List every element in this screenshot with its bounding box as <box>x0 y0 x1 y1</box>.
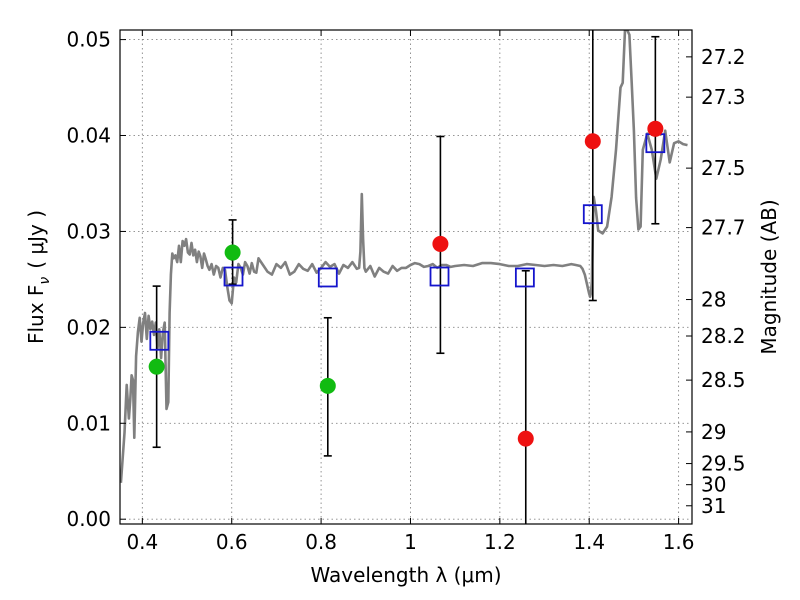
model-square <box>429 266 450 287</box>
model-square <box>582 204 603 225</box>
svg-text:Flux Fν( μJy ): Flux Fν ( μJy ) <box>24 210 53 344</box>
green-point <box>224 244 241 261</box>
model-square <box>149 330 170 351</box>
y-tick-label: 0.04 <box>66 124 111 148</box>
right-tick-label: 27.5 <box>701 156 746 180</box>
x-tick-label: 1.4 <box>573 530 605 554</box>
y-tick-label: 0.02 <box>66 315 111 339</box>
x-tick-label: 0.6 <box>216 530 248 554</box>
x-tick-label: 1.6 <box>663 530 695 554</box>
x-tick-label: 1.2 <box>484 530 516 554</box>
green-point <box>148 358 165 375</box>
y-axis-title-unit: ( μJy ) <box>24 210 48 269</box>
x-axis-title: Wavelength λ (μm) <box>310 563 501 587</box>
x-ticks: 0.4 0.6 0.8 1 1.2 1.4 1.6 <box>126 30 695 554</box>
y-tick-label: 0.00 <box>66 507 111 531</box>
y-tick-label: 0.05 <box>66 28 111 52</box>
right-tick-label: 27.3 <box>701 85 746 109</box>
red-point <box>647 120 664 137</box>
observed-points <box>148 120 664 447</box>
right-tick-label: 28.2 <box>701 324 746 348</box>
errorbars <box>152 30 660 524</box>
right-tick-label: 30 <box>701 473 726 497</box>
sed-model-line <box>120 30 688 483</box>
right-tick-label: 27.2 <box>701 45 746 69</box>
y-axis-title-group: Flux Fν ( μJy ) <box>24 210 53 344</box>
y-ticks: 0.00 0.01 0.02 0.03 0.04 0.05 <box>66 28 126 531</box>
y-axis-title-subscript: ν <box>37 277 53 285</box>
green-point <box>319 377 336 394</box>
y-tick-label: 0.03 <box>66 219 111 243</box>
right-tick-label: 31 <box>701 494 726 518</box>
x-tick-label: 1 <box>404 530 417 554</box>
model-points <box>149 133 666 351</box>
right-axis-title: Magnitude (AB) <box>757 199 781 354</box>
red-point <box>584 133 601 150</box>
right-tick-label: 28 <box>701 288 726 312</box>
right-tick-label: 29 <box>701 420 726 444</box>
plot-frame <box>119 29 693 525</box>
model-square <box>514 267 535 288</box>
model-square <box>223 266 244 287</box>
right-tick-label: 27.7 <box>701 216 746 240</box>
red-point <box>517 430 534 447</box>
sed-model-curve <box>120 30 688 483</box>
x-tick-label: 0.4 <box>126 530 158 554</box>
right-tick-label: 28.5 <box>701 368 746 392</box>
x-tick-label: 0.8 <box>305 530 337 554</box>
model-square <box>317 267 338 288</box>
red-point <box>432 235 449 252</box>
right-tick-label: 29.5 <box>701 452 746 476</box>
y-axis-title: Flux F <box>24 285 48 344</box>
grid-lines <box>120 30 692 524</box>
y-tick-label: 0.01 <box>66 411 111 435</box>
